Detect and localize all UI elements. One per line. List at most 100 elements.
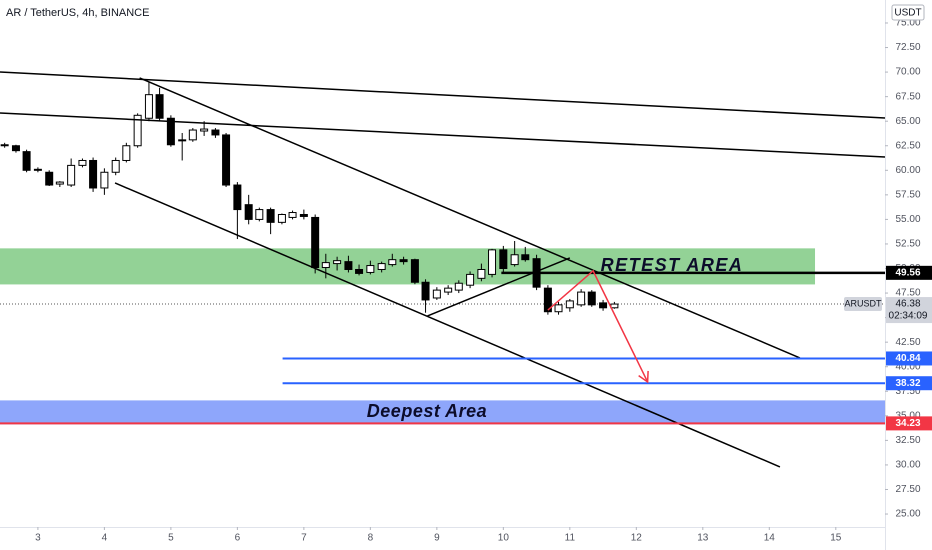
y-tick-label: 70.00 — [895, 67, 920, 78]
candle-body — [89, 159, 98, 189]
arrow-head — [638, 370, 649, 384]
candle-body — [67, 164, 76, 186]
candle-body — [233, 184, 242, 211]
candle-body — [255, 209, 264, 220]
candle-body — [22, 151, 31, 171]
candle-body — [244, 204, 253, 220]
candle-body — [155, 94, 164, 119]
candle-body — [355, 268, 364, 274]
candle-body — [333, 260, 342, 265]
x-tick-label: 14 — [764, 533, 776, 544]
candle-body — [388, 259, 397, 266]
y-tick-label: 62.50 — [895, 140, 920, 151]
trendline — [139, 77, 801, 359]
candle-body — [211, 129, 220, 136]
y-tick-label: 27.50 — [895, 484, 920, 495]
level-tag-label: 34.23 — [895, 418, 920, 429]
x-tick-label: 10 — [498, 533, 510, 544]
candle-body — [377, 263, 386, 270]
candle-body — [565, 300, 574, 309]
trendline — [427, 257, 571, 317]
candle-body — [0, 144, 9, 147]
y-tick-label: 65.00 — [895, 116, 920, 127]
candle-body — [122, 145, 131, 161]
y-tick-label: 30.00 — [895, 460, 920, 471]
y-tick-label: 37.50 — [895, 386, 920, 397]
candle-body — [521, 254, 530, 261]
candle-body — [421, 281, 430, 301]
candle-body — [33, 168, 42, 171]
zone — [0, 248, 816, 285]
candle-body — [299, 213, 308, 217]
x-tick-label: 3 — [35, 533, 41, 544]
candle-body — [200, 128, 209, 132]
y-tick-label: 55.00 — [895, 214, 920, 225]
trendline — [114, 182, 781, 468]
candle-body — [344, 261, 353, 270]
level-tag-label: 40.84 — [895, 353, 920, 364]
candle-body — [399, 259, 408, 263]
last-price-tag — [886, 297, 932, 324]
y-tick-label: 47.50 — [895, 288, 920, 299]
time-axis — [0, 527, 885, 550]
candle-body — [488, 249, 497, 275]
symbol-tag — [844, 297, 882, 312]
arrow-path — [547, 269, 649, 383]
candle-body — [466, 273, 475, 286]
candle-body — [510, 254, 519, 266]
candle-body — [277, 213, 286, 223]
candle-body — [78, 159, 87, 166]
candle-body — [288, 212, 297, 218]
y-tick-label: 67.50 — [895, 91, 920, 102]
symbol-tag-label: ARUSDT — [844, 298, 882, 308]
level-tag-label: 38.32 — [895, 378, 920, 389]
y-tick-label: 60.00 — [895, 165, 920, 176]
y-tick-label: 35.00 — [895, 410, 920, 421]
currency-box — [891, 4, 925, 21]
candle-body — [554, 304, 563, 313]
candle-body — [599, 302, 608, 309]
x-tick-label: 8 — [368, 533, 374, 544]
y-tick-label: 72.50 — [895, 42, 920, 53]
candle-body — [432, 289, 441, 299]
level-tag — [886, 265, 932, 280]
zone-label: RETEST AREA — [601, 255, 744, 275]
y-tick-label: 75.00 — [895, 18, 920, 29]
candle-body — [100, 171, 109, 189]
candle-body — [321, 262, 330, 269]
candle-body — [543, 287, 552, 313]
y-tick-label: 25.00 — [895, 509, 920, 520]
x-tick-label: 12 — [631, 533, 643, 544]
level-tag — [886, 351, 932, 366]
candle-body — [133, 114, 142, 147]
x-tick-label: 9 — [434, 533, 440, 544]
candle-body — [444, 287, 453, 293]
currency: USDT — [894, 8, 921, 19]
candle-body — [577, 291, 586, 306]
candle-body — [587, 291, 596, 306]
level-tag — [886, 376, 932, 391]
level-tag — [886, 416, 932, 431]
candle-body — [144, 94, 153, 119]
x-tick-label: 15 — [830, 533, 842, 544]
candle-body — [55, 181, 64, 185]
x-tick-label: 5 — [168, 533, 174, 544]
x-tick-label: 11 — [565, 533, 576, 544]
x-tick-label: 7 — [301, 533, 307, 544]
y-tick-label: 32.50 — [895, 435, 920, 446]
y-tick-label: 42.50 — [895, 337, 920, 348]
candle-body — [111, 159, 120, 173]
candle-body — [188, 129, 197, 141]
x-tick-label: 13 — [697, 533, 709, 544]
candle-body — [410, 259, 419, 283]
chart-title: AR / TetherUS, 4h, BINANCE — [6, 7, 149, 19]
candle-body — [266, 209, 275, 223]
candle-body — [178, 139, 187, 142]
candle-body — [366, 265, 375, 273]
candle-body — [166, 117, 175, 146]
countdown-label: 02:34:09 — [889, 311, 928, 322]
trendline — [0, 71, 885, 119]
x-tick-label: 4 — [102, 533, 108, 544]
candle-body — [222, 134, 231, 186]
